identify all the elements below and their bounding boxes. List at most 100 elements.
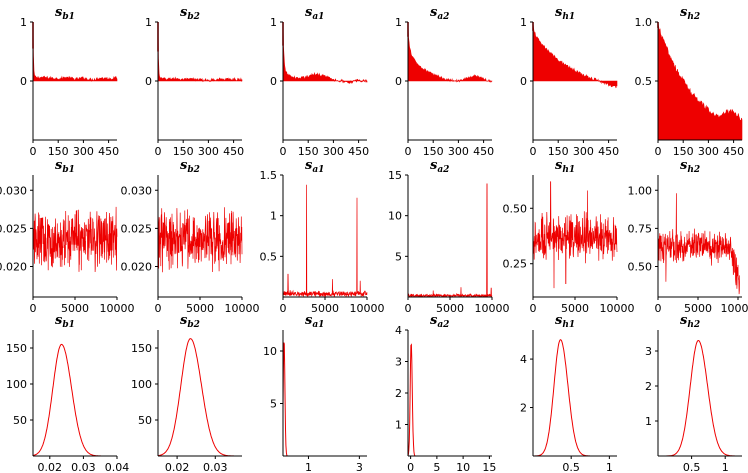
trace-series-line bbox=[157, 207, 243, 273]
y-tick-label: 0.50 bbox=[628, 261, 653, 274]
panel-autocorrelation-h2: sh2 1.0 0.5 0 150 300 450 bbox=[635, 5, 745, 158]
panel-title: sh1 bbox=[555, 313, 575, 330]
x-tick-label: 300 bbox=[573, 145, 594, 158]
x-tick-label: 300 bbox=[448, 145, 469, 158]
y-tick-label: 4 bbox=[395, 324, 402, 337]
x-tick-label: 0 bbox=[30, 145, 37, 158]
y-tick-label: 10 bbox=[388, 210, 402, 223]
x-tick-label: 0 bbox=[655, 145, 662, 158]
x-tick-label: 0 bbox=[280, 302, 287, 315]
x-tick-label: 150 bbox=[548, 145, 569, 158]
panel-title: sh2 bbox=[680, 313, 700, 330]
panel-title: sa2 bbox=[430, 5, 449, 22]
x-tick-label: 450 bbox=[223, 145, 244, 158]
panel-autocorrelation-h1: sh1 1 0 0 150 300 450 bbox=[520, 5, 619, 158]
y-tick-label: 0.020 bbox=[121, 261, 153, 274]
panel-trace-h2: sh2 1.00 0.75 0.50 0 5000 10000 bbox=[628, 158, 748, 315]
acf-series-area bbox=[282, 21, 368, 85]
density-series-line bbox=[658, 339, 742, 457]
trace-series-line bbox=[32, 206, 118, 273]
panel-autocorrelation-b1: sb1 1 0 0 150 300 450 bbox=[20, 5, 119, 158]
x-tick-label: 10000 bbox=[475, 302, 510, 315]
x-tick-label: 10 bbox=[456, 461, 470, 473]
y-tick-label: 3 bbox=[645, 345, 652, 358]
acf-series-area bbox=[532, 21, 618, 89]
acf-series-area bbox=[157, 21, 243, 83]
x-tick-label: 450 bbox=[598, 145, 619, 158]
panel-title: sb1 bbox=[55, 5, 75, 22]
x-tick-label: 0.02 bbox=[165, 461, 190, 473]
x-tick-label: 5000 bbox=[186, 302, 214, 315]
panel-autocorrelation-b2: sb2 1 0 0 150 300 450 bbox=[145, 5, 244, 158]
x-tick-label: 15 bbox=[482, 461, 496, 473]
y-tick-label: 2 bbox=[395, 387, 402, 400]
x-tick-label: 10000 bbox=[721, 302, 748, 315]
x-tick-label: 0 bbox=[530, 302, 537, 315]
panel-density-b1: sb1 150 100 50 0.02 0.03 0.04 bbox=[6, 313, 129, 473]
y-tick-label: 1.0 bbox=[635, 16, 653, 29]
y-tick-label: 1 bbox=[20, 16, 27, 29]
y-tick-label: 0.5 bbox=[635, 75, 653, 88]
x-tick-label: 0.04 bbox=[105, 461, 130, 473]
y-tick-label: 150 bbox=[131, 342, 152, 355]
x-tick-label: 10000 bbox=[225, 302, 260, 315]
x-tick-label: 10000 bbox=[350, 302, 385, 315]
y-tick-label: 1 bbox=[395, 16, 402, 29]
panel-title: sa2 bbox=[430, 158, 449, 175]
panel-title: sb1 bbox=[55, 313, 75, 330]
y-tick-label: 1 bbox=[520, 16, 527, 29]
trace-series-line bbox=[532, 181, 618, 289]
y-tick-label: 0.025 bbox=[0, 222, 27, 235]
x-tick-label: 5000 bbox=[311, 302, 339, 315]
y-tick-label: 0 bbox=[520, 75, 527, 88]
x-tick-label: 10000 bbox=[100, 302, 135, 315]
panel-title: sb2 bbox=[180, 313, 200, 330]
y-tick-label: 5 bbox=[395, 250, 402, 263]
density-series-line bbox=[407, 343, 492, 457]
panel-title: sa1 bbox=[305, 313, 324, 330]
y-tick-label: 1 bbox=[270, 210, 277, 223]
panel-trace-b1: sb1 0.030 0.025 0.020 0 5000 10000 bbox=[0, 158, 135, 315]
x-tick-label: 0 bbox=[407, 461, 414, 473]
y-tick-label: 100 bbox=[6, 378, 27, 391]
y-tick-label: 150 bbox=[6, 342, 27, 355]
x-tick-label: 450 bbox=[348, 145, 369, 158]
y-tick-label: 0.50 bbox=[503, 202, 528, 215]
y-tick-label: 0.030 bbox=[0, 184, 27, 197]
y-tick-label: 4 bbox=[520, 353, 527, 366]
x-tick-label: 0 bbox=[405, 145, 412, 158]
panel-trace-b2: sb2 0.030 0.025 0.020 0 5000 10000 bbox=[121, 158, 260, 315]
y-tick-label: 0 bbox=[395, 75, 402, 88]
x-tick-label: 0 bbox=[655, 302, 662, 315]
acf-series-area bbox=[32, 21, 118, 82]
panel-trace-a1: sa1 1.5 1 0.5 0 5000 10000 bbox=[260, 158, 385, 315]
y-tick-label: 5 bbox=[270, 398, 277, 411]
panel-title: sa1 bbox=[305, 5, 324, 22]
density-series-line bbox=[282, 342, 367, 457]
y-tick-label: 2 bbox=[520, 402, 527, 415]
y-tick-label: 0.25 bbox=[503, 258, 528, 271]
y-tick-label: 10 bbox=[263, 345, 277, 358]
x-tick-label: 5000 bbox=[61, 302, 89, 315]
y-tick-label: 3 bbox=[395, 356, 402, 369]
y-tick-label: 0.025 bbox=[121, 222, 153, 235]
x-tick-label: 0 bbox=[405, 302, 412, 315]
y-tick-label: 1 bbox=[270, 16, 277, 29]
x-tick-label: 5000 bbox=[436, 302, 464, 315]
density-series-line bbox=[32, 343, 117, 457]
panel-title: sh1 bbox=[555, 158, 575, 175]
x-tick-label: 5000 bbox=[684, 302, 712, 315]
y-tick-label: 50 bbox=[138, 414, 152, 427]
x-tick-label: 0.03 bbox=[71, 461, 96, 473]
panel-title: sa1 bbox=[305, 158, 324, 175]
panel-title: sh1 bbox=[555, 5, 575, 22]
x-tick-label: 3 bbox=[356, 461, 363, 473]
x-tick-label: 0 bbox=[30, 302, 37, 315]
y-tick-label: 1 bbox=[645, 415, 652, 428]
x-tick-label: 1 bbox=[305, 461, 312, 473]
x-tick-label: 150 bbox=[173, 145, 194, 158]
x-tick-label: 5000 bbox=[561, 302, 589, 315]
panel-title: sh2 bbox=[680, 158, 700, 175]
y-tick-label: 0 bbox=[20, 75, 27, 88]
